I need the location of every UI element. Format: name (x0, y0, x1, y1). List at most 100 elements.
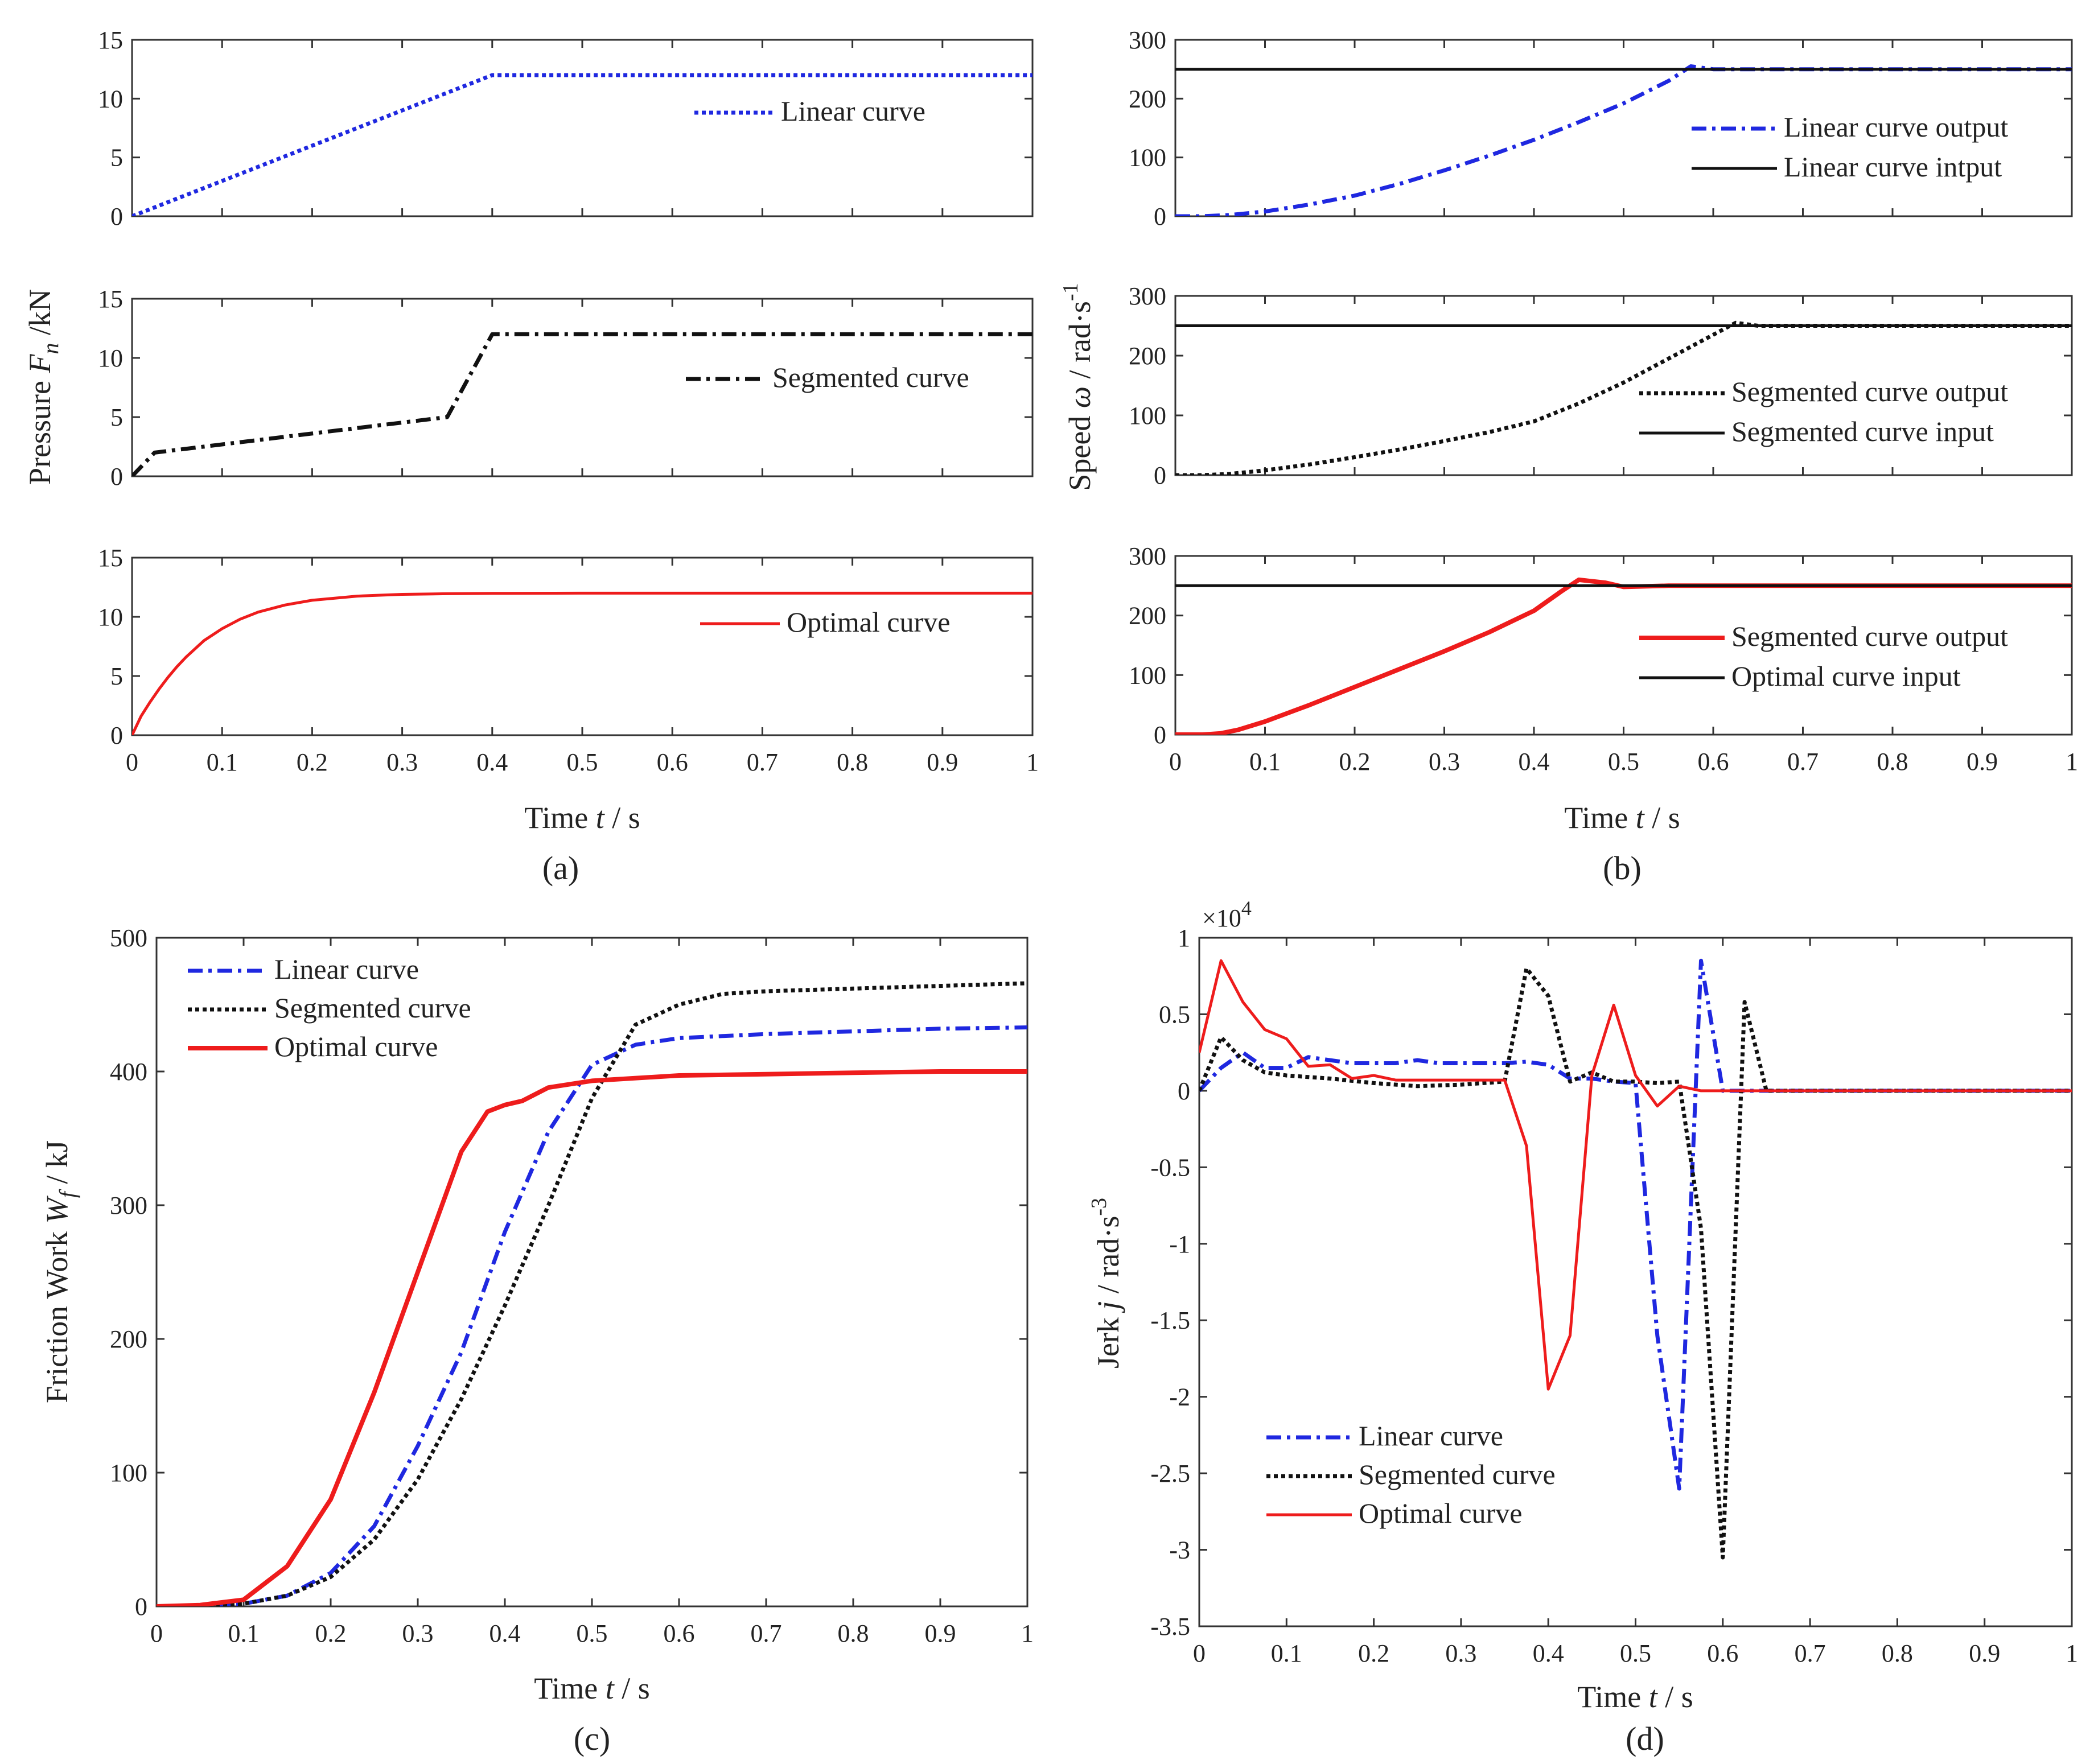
y-tick-label: 0 (110, 722, 123, 749)
y-tick-label: -3 (1169, 1536, 1190, 1564)
x-tick-label: 0.6 (1698, 748, 1729, 776)
y-tick-label: 200 (1129, 85, 1166, 113)
y-tick-label: 5 (110, 144, 123, 172)
x-tick-label: 0.3 (1429, 748, 1460, 776)
x-tick-label: 0.3 (1445, 1639, 1476, 1667)
legend-label: Segmented curve (772, 361, 969, 393)
y-tick-label: 0 (110, 463, 123, 491)
panel-caption: (c) (574, 1720, 610, 1757)
x-tick-label: 0.8 (1877, 748, 1908, 776)
legend-label: Segmented curve output (1731, 376, 2008, 407)
y-tick-label: 200 (110, 1325, 147, 1353)
chart-d: -3.5 -3 -2.5 -2 -1.5 -1 -0.5 0 0.5 1 0 0.1 0.2 0.3 0.4… (1087, 897, 2078, 1757)
x-axis-label: Time t / s (524, 801, 640, 835)
x-axis-label: Time t / s (1564, 801, 1680, 835)
x-tick-label: 0.7 (1795, 1639, 1826, 1667)
y-tick-label: 10 (98, 344, 123, 372)
y-tick-label: 300 (1129, 542, 1166, 570)
x-tick-label: 0 (150, 1619, 163, 1647)
series-line-segmented-curve (132, 332, 1032, 476)
x-axis-label: Time t / s (1577, 1680, 1693, 1714)
y-tick-label: 100 (1129, 402, 1166, 430)
x-tick-label: 1 (2066, 1639, 2078, 1667)
x-tick-label: 0.3 (386, 748, 418, 776)
y-tick-label: 5 (110, 403, 123, 431)
x-tick-label: 0.9 (1969, 1639, 2000, 1667)
x-tick-label: 0 (1193, 1639, 1206, 1667)
plot-frame (131, 557, 1034, 736)
legend-label: Linear curve intput (1784, 151, 2002, 183)
x-tick-label: 0.8 (838, 1619, 869, 1647)
y-exponent-label: ×104 (1202, 897, 1252, 932)
y-axis-label: Friction Work Wf / kJ (40, 1140, 80, 1403)
y-tick-label: 300 (1129, 26, 1166, 54)
y-tick-label: 100 (1129, 144, 1166, 172)
legend-label: Optimal curve (787, 606, 950, 638)
legend: Segmented curve (686, 361, 969, 393)
legend-label: Linear curve (1359, 1420, 1503, 1452)
chart-b3: 0 100 200 300 0 0.1 0.2 0.3 0.4 0.5 0.6 0.7 0.8 0.9 1 S… (1129, 542, 2078, 887)
y-tick-label: 200 (1129, 602, 1166, 630)
y-tick-label: 0.5 (1159, 1000, 1190, 1028)
x-tick-label: 0.4 (1519, 748, 1550, 776)
series-line-optimal-curve (132, 591, 1032, 735)
x-tick-label: 0.5 (577, 1619, 608, 1647)
x-tick-label: 0.4 (489, 1619, 521, 1647)
y-tick-label: 0 (135, 1593, 147, 1621)
legend: Segmented curve output Segmented curve in… (1639, 376, 2008, 447)
legend: Linear curve (694, 95, 925, 127)
y-axis-label: Speed ω / rad·s-1 (1059, 283, 1097, 491)
legend-label: Optimal curve input (1731, 660, 1961, 692)
legend-label: Linear curve output (1784, 111, 2008, 143)
y-axis-label: Pressure Fn /kN (23, 289, 63, 485)
y-tick-label: -3.5 (1150, 1613, 1190, 1641)
x-tick-label: 0.5 (567, 748, 598, 776)
x-tick-label: 0.6 (664, 1619, 695, 1647)
legend: Segmented curve output Optimal curve inpu… (1639, 620, 2008, 692)
chart-a1: 0 5 10 15 Linear curve (98, 26, 1034, 230)
y-tick-label: 0 (110, 203, 123, 230)
legend: Linear curve Segmented curve Optimal curve (1266, 1420, 1556, 1529)
legend-label: Optimal curve (274, 1031, 438, 1062)
series-line-segmented-curve (157, 981, 1027, 1606)
y-tick-label: -2 (1169, 1383, 1190, 1411)
y-tick-label: 400 (110, 1058, 147, 1086)
series-line-linear-curve (157, 1025, 1027, 1606)
y-tick-label: -1 (1169, 1230, 1190, 1258)
x-tick-label: 0.4 (1533, 1639, 1564, 1667)
series-line-optimal-curve (1199, 959, 2072, 1391)
x-tick-label: 0.1 (207, 748, 238, 776)
y-tick-label: 0 (1178, 1077, 1190, 1105)
x-tick-label: 1 (1021, 1619, 1034, 1647)
x-tick-label: 0.6 (657, 748, 688, 776)
series-line-optimal-curve (157, 1069, 1027, 1606)
chart-a3: 0 5 10 15 0 0.1 0.2 0.3 0.4 0.5 0.6 0.7 0.8 0.9 1 Optim… (98, 544, 1039, 887)
series-line-linear-curve (1199, 958, 2072, 1491)
legend: Optimal curve (700, 606, 950, 638)
x-tick-label: 0.5 (1620, 1639, 1651, 1667)
x-tick-label: 1 (1026, 748, 1039, 776)
x-tick-label: 0.3 (402, 1619, 434, 1647)
x-tick-label: 0.4 (476, 748, 508, 776)
x-tick-label: 0.9 (925, 1619, 956, 1647)
y-tick-label: 10 (98, 85, 123, 113)
y-tick-label: 100 (110, 1459, 147, 1487)
x-tick-label: 0.2 (1339, 748, 1371, 776)
legend-label: Segmented curve input (1731, 415, 1994, 447)
series-line-segmented-curve-output (1175, 320, 2072, 475)
legend-label: Optimal curve (1359, 1497, 1522, 1529)
y-tick-label: 15 (98, 285, 123, 313)
y-tick-label: 200 (1129, 342, 1166, 370)
chart-c: 0 100 200 300 400 500 0 0.1 0.2 0.3 0.4 0.5 0.6 0.7 0.… (40, 924, 1034, 1757)
y-tick-label: 5 (110, 662, 123, 690)
y-tick-label: 15 (98, 26, 123, 54)
legend: Linear curve output Linear curve intput (1692, 111, 2008, 183)
x-tick-label: 0.2 (297, 748, 328, 776)
x-tick-label: 0 (1169, 748, 1182, 776)
x-tick-label: 0.1 (228, 1619, 260, 1647)
y-axis-label: Jerk j / rad·s-3 (1087, 1198, 1125, 1369)
legend-label: Linear curve (274, 953, 419, 985)
